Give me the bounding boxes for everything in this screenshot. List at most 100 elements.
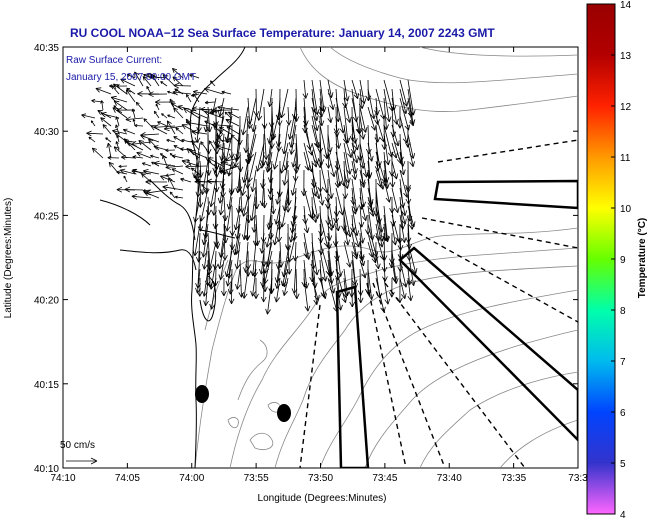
current-arrow: [165, 148, 176, 153]
current-arrow: [250, 169, 257, 193]
current-arrow: [155, 103, 160, 111]
current-arrow: [153, 145, 168, 151]
current-arrow: [115, 124, 120, 135]
current-arrow: [210, 97, 217, 115]
current-arrow: [217, 115, 225, 139]
current-arrow: [383, 88, 392, 123]
current-arrow: [327, 169, 334, 199]
y-axis-label: Latitude (Degrees:Minutes): [3, 198, 14, 319]
current-arrow: [343, 97, 352, 123]
current-arrow: [142, 162, 152, 167]
current-arrow: [391, 259, 398, 282]
current-arrow: [209, 259, 217, 290]
current-arrow: [289, 124, 297, 155]
y-axis: 40:35 40:30 40:25 40:20 40:15 40:10: [34, 43, 578, 475]
current-arrow: [375, 250, 381, 270]
current-arrow: [272, 142, 281, 170]
current-arrow: [136, 151, 152, 159]
current-arrow: [193, 196, 201, 223]
current-arrow: [234, 241, 241, 270]
current-arrow: [319, 277, 327, 299]
marker-blob: [195, 385, 209, 403]
current-arrow: [303, 124, 314, 156]
y-tick-label: 40:15: [34, 380, 59, 391]
current-arrow: [311, 151, 318, 168]
current-arrow: [293, 268, 300, 299]
current-arrow: [383, 178, 392, 203]
current-arrow: [143, 191, 160, 199]
current-arrow: [285, 169, 292, 206]
sector-polygon: [335, 285, 370, 468]
current-arrow: [148, 91, 168, 98]
current-arrow: [196, 115, 202, 133]
current-arrow: [229, 232, 236, 250]
current-arrow: [222, 223, 228, 261]
current-arrow: [148, 138, 160, 151]
current-arrow: [302, 79, 309, 99]
current-arrow: [261, 187, 268, 209]
current-arrow: [143, 118, 152, 127]
current-arrow: [141, 173, 152, 183]
current-arrow: [259, 151, 266, 169]
current-arrow: [359, 196, 368, 221]
current-arrow: [175, 127, 184, 135]
current-arrow: [399, 277, 407, 299]
current-arrow: [318, 187, 325, 206]
current-arrow: [282, 277, 289, 296]
current-arrow: [351, 160, 358, 180]
current-arrow: [168, 177, 176, 191]
current-arrow: [276, 169, 283, 197]
current-arrow: [303, 151, 311, 171]
current-arrow: [105, 137, 112, 143]
current-arrow: [221, 90, 232, 95]
sector-polygon: [433, 179, 578, 210]
current-arrow: [311, 241, 320, 276]
current-arrow: [196, 277, 203, 297]
current-arrow: [140, 134, 160, 143]
scale-label: 50 cm/s: [60, 440, 95, 451]
current-arrow: [343, 169, 350, 189]
colorbar-tick-label: 8: [620, 306, 626, 317]
current-arrow: [138, 140, 152, 151]
current-arrow: [375, 169, 383, 188]
current-arrow: [319, 250, 328, 282]
current-arrow: [256, 88, 265, 121]
current-arrow: [197, 169, 204, 208]
current-arrow: [121, 154, 136, 160]
current-arrow: [208, 178, 217, 208]
current-arrow: [227, 160, 233, 177]
colorbar-tick-label: 10: [620, 204, 632, 215]
current-arrow: [367, 241, 374, 258]
current-arrow: [334, 169, 341, 188]
x-tick-label: 73:50: [308, 473, 333, 484]
current-arrow: [265, 277, 273, 315]
current-arrow: [166, 120, 176, 135]
current-arrow: [359, 259, 367, 279]
current-arrow: [134, 124, 144, 128]
current-arrow: [235, 169, 242, 194]
current-arrow: [183, 107, 200, 119]
current-arrow: [131, 108, 136, 119]
current-arrow: [391, 160, 399, 180]
current-arrow: [235, 268, 241, 290]
dashed-range-lines: [299, 139, 578, 468]
current-arrow: [253, 278, 259, 299]
current-arrow: [221, 277, 227, 297]
current-arrow: [399, 79, 409, 107]
x-tick-label: 73:40: [437, 473, 462, 484]
current-arrow: [167, 114, 176, 119]
current-arrow: [125, 89, 136, 103]
x-tick-label: 73:55: [244, 473, 269, 484]
current-arrow: [204, 110, 224, 119]
colorbar-tick-label: 11: [620, 153, 631, 164]
current-arrow: [110, 95, 128, 103]
colorbar-tick-label: 12: [620, 102, 632, 113]
current-arrow: [228, 268, 235, 304]
x-tick-label: 73:3: [568, 473, 588, 484]
y-tick-label: 40:10: [34, 464, 59, 475]
current-arrow: [126, 141, 144, 151]
current-arrow: [100, 117, 112, 127]
current-arrow: [145, 179, 168, 185]
current-arrow: [248, 133, 257, 159]
current-arrow: [350, 214, 356, 233]
